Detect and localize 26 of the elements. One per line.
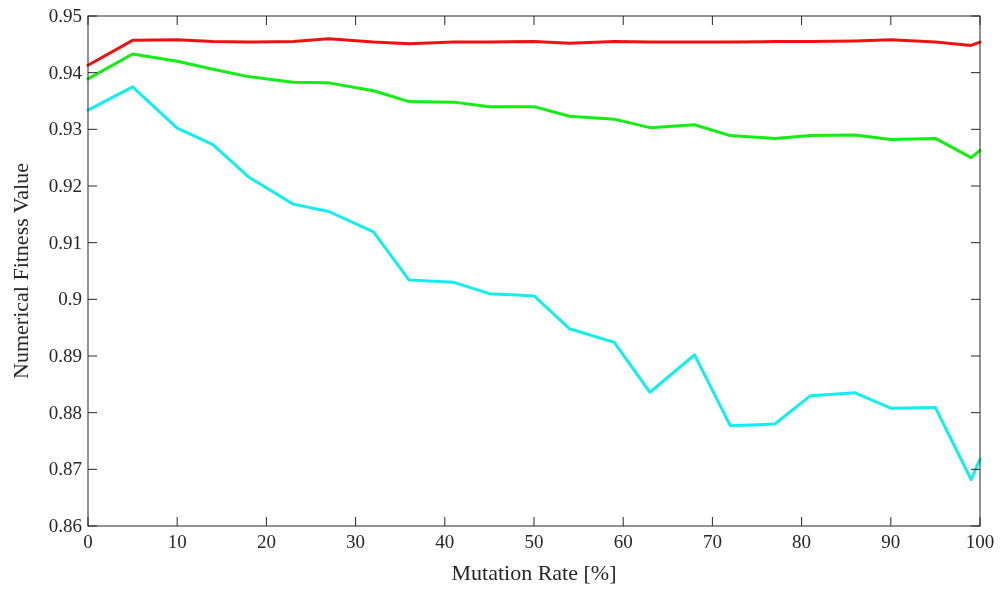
y-tick-label: 0.89	[48, 345, 82, 366]
x-tick-label: 50	[524, 531, 544, 552]
y-tick-label: 0.92	[48, 175, 82, 196]
x-tick-label: 80	[792, 531, 812, 552]
y-tick-label: 0.93	[48, 118, 82, 140]
x-tick-label: 20	[256, 531, 276, 552]
y-tick-label: 0.95	[48, 5, 82, 26]
x-tick-label: 90	[881, 531, 901, 552]
y-tick-label: 0.94	[48, 61, 83, 83]
x-tick-label: 10	[167, 531, 187, 552]
line-series	[86, 85, 982, 482]
x-tick-label: 30	[346, 531, 366, 552]
line-series	[86, 37, 982, 67]
x-tick-label: 40	[435, 531, 455, 552]
x-tick-label: 0	[83, 531, 93, 552]
y-axis-title: Numerical Fitness Value	[8, 163, 33, 379]
x-tick-label: 60	[613, 531, 633, 552]
line-series	[86, 52, 982, 160]
x-tick-label: 70	[702, 531, 722, 552]
y-tick-label: 0.86	[48, 515, 82, 536]
y-tick-label: 0.9	[58, 288, 82, 310]
x-axis-title: Mutation Rate [%]	[451, 560, 617, 585]
x-tick-label: 100	[965, 531, 995, 552]
y-tick-label: 0.91	[48, 231, 82, 253]
y-tick-label: 0.88	[48, 401, 82, 423]
y-tick-label: 0.87	[48, 458, 82, 480]
